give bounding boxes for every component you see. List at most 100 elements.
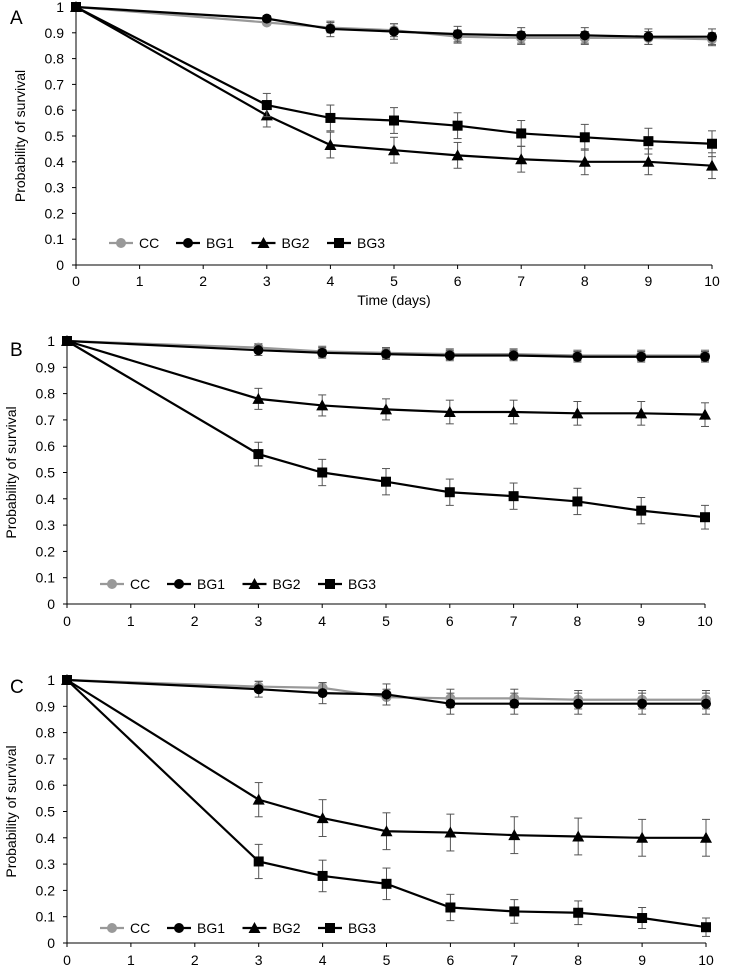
x-tick-label: 3	[263, 273, 271, 289]
legend-label: BG1	[197, 576, 225, 592]
x-tick-label: 7	[510, 613, 518, 629]
data-point	[636, 505, 647, 516]
data-point	[700, 512, 710, 523]
data-point	[701, 698, 711, 709]
data-point	[571, 407, 584, 419]
y-tick-label: 0.5	[36, 465, 56, 481]
x-tick-label: 6	[447, 952, 455, 968]
x-tick-label: 2	[199, 273, 207, 289]
legend-label: BG1	[206, 235, 234, 251]
data-point	[509, 906, 520, 917]
data-point	[508, 350, 519, 361]
x-tick-label: 2	[191, 952, 199, 968]
series-bg2	[70, 1, 718, 180]
x-tick-label: 1	[127, 952, 135, 968]
data-point	[700, 351, 710, 362]
y-axis-label: Probability of survival	[3, 406, 19, 538]
data-point	[508, 829, 521, 841]
x-tick-label: 1	[136, 273, 144, 289]
y-axis-label: Probability of survival	[12, 70, 28, 202]
legend-label: CC	[139, 235, 159, 251]
y-tick-label: 1	[47, 333, 55, 349]
y-tick-label: 0.3	[36, 856, 56, 872]
x-tick-label: 8	[581, 273, 589, 289]
data-point	[381, 878, 392, 889]
legend-item-bg2: BG2	[242, 576, 301, 592]
legend-marker	[325, 923, 335, 933]
x-tick-label: 0	[63, 613, 71, 629]
data-point	[507, 406, 520, 418]
data-point	[636, 351, 647, 362]
legend-label: BG1	[197, 920, 225, 936]
x-tick-label: 0	[72, 273, 80, 289]
x-tick-label: 3	[255, 613, 263, 629]
data-point	[643, 31, 654, 42]
data-point	[643, 136, 654, 147]
chart-panels: A00.10.20.30.40.50.60.70.80.910 1 2 3 4 5 6 7 8 9…	[3, 0, 720, 968]
series-bg3	[62, 336, 710, 530]
data-point	[253, 345, 264, 356]
data-point	[636, 831, 649, 843]
legend: CC BG1 BG2 BG3	[100, 576, 376, 592]
x-axis-label: Time (days)	[357, 292, 430, 308]
y-tick-label: 0.7	[45, 76, 65, 92]
y-tick-label: 0.8	[36, 725, 56, 741]
y-tick-label: 0.2	[36, 543, 56, 559]
legend-item-bg3: BG3	[318, 920, 376, 936]
legend-marker	[248, 578, 261, 589]
legend-label: BG2	[273, 576, 301, 592]
legend-item-cc: CC	[100, 576, 150, 592]
panel-label: B	[10, 340, 23, 361]
y-tick-label: 0.2	[36, 882, 56, 898]
data-point	[253, 449, 264, 460]
y-tick-label: 0.8	[36, 386, 56, 402]
data-point	[642, 155, 655, 167]
y-tick-label: 0.7	[36, 412, 56, 428]
data-point	[389, 26, 399, 37]
legend-label: BG2	[282, 235, 310, 251]
data-point	[706, 159, 718, 171]
data-point	[325, 112, 336, 123]
data-point	[253, 856, 264, 867]
y-tick-label: 0.9	[45, 25, 65, 41]
legend-item-cc: CC	[100, 920, 150, 936]
y-tick-label: 0.4	[36, 830, 56, 846]
panel-a: A00.10.20.30.40.50.60.70.80.910 1 2 3 4 5 6 7 8 9…	[10, 0, 720, 308]
x-tick-label: 9	[645, 273, 653, 289]
x-tick-label: 8	[574, 952, 582, 968]
data-point	[444, 826, 457, 838]
x-tick-label: 6	[454, 273, 462, 289]
data-point	[388, 144, 400, 156]
legend-label: BG3	[348, 576, 376, 592]
x-tick-label: 5	[382, 613, 390, 629]
y-tick-label: 0.1	[36, 570, 56, 586]
x-tick-label: 4	[318, 613, 326, 629]
legend-marker	[248, 922, 261, 933]
panel-b: B00.10.20.30.40.50.60.70.80.910 1 2 3 4 5 6 7 8 9…	[3, 333, 713, 629]
data-point	[317, 870, 328, 881]
data-point	[316, 812, 329, 824]
x-tick-label: 7	[517, 273, 525, 289]
legend-label: BG3	[348, 920, 376, 936]
y-tick-label: 0.3	[45, 180, 65, 196]
data-point	[572, 496, 583, 507]
data-point	[451, 149, 464, 161]
data-point	[381, 476, 391, 487]
x-tick-label: 3	[255, 952, 263, 968]
y-tick-label: 0.6	[45, 102, 65, 118]
panel-label: C	[10, 677, 24, 698]
data-point	[573, 907, 584, 918]
x-tick-label: 6	[446, 613, 454, 629]
data-point	[389, 115, 399, 126]
legend-marker	[183, 238, 193, 248]
data-point	[71, 2, 81, 12]
data-point	[445, 698, 456, 709]
data-point	[701, 922, 711, 933]
data-point	[508, 491, 519, 502]
data-point	[380, 825, 393, 837]
legend-marker	[257, 237, 270, 248]
y-tick-label: 0	[56, 257, 64, 273]
y-tick-label: 0.9	[36, 359, 56, 375]
data-point	[317, 688, 328, 699]
data-point	[62, 336, 72, 346]
